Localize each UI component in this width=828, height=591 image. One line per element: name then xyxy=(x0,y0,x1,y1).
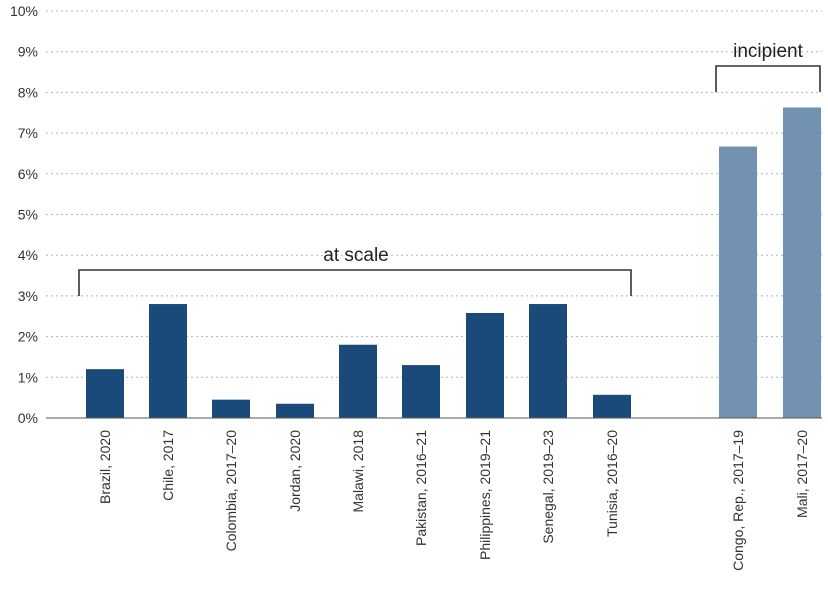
group-bracket xyxy=(78,269,632,296)
y-tick-label: 2% xyxy=(18,329,38,345)
y-tick-label: 6% xyxy=(18,166,38,182)
category-label: Mali, 2017–20 xyxy=(794,430,810,518)
category-label: Malawi, 2018 xyxy=(350,430,366,513)
bar xyxy=(719,146,757,418)
bar xyxy=(339,344,377,418)
y-tick-label: 1% xyxy=(18,369,38,385)
y-tick-label: 5% xyxy=(18,207,38,223)
group-label: incipient xyxy=(733,41,803,62)
category-label: Philippines, 2019–21 xyxy=(477,430,493,560)
y-axis-ticks: 0% 1% 2% 3% 4% 5% 6% 7% 8% 9% 10% xyxy=(10,3,38,426)
category-label: Jordan, 2020 xyxy=(287,430,303,512)
bar xyxy=(86,369,124,418)
bars xyxy=(86,107,821,419)
category-label: Senegal, 2019–23 xyxy=(540,430,556,544)
category-label: Chile, 2017 xyxy=(160,430,176,501)
y-tick-label: 3% xyxy=(18,288,38,304)
y-tick-label: 0% xyxy=(18,410,38,426)
category-labels: Brazil, 2020 Chile, 2017 Colombia, 2017–20… xyxy=(97,430,810,571)
category-label: Colombia, 2017–20 xyxy=(223,430,239,552)
category-label: Pakistan, 2016–21 xyxy=(413,430,429,546)
group-bracket xyxy=(715,65,821,92)
category-label: Congo, Rep., 2017–19 xyxy=(730,430,746,571)
bar xyxy=(212,399,250,418)
y-tick-label: 10% xyxy=(10,3,38,19)
y-tick-label: 9% xyxy=(18,44,38,60)
bar xyxy=(149,304,187,418)
category-label: Brazil, 2020 xyxy=(97,430,113,504)
group-label: at scale xyxy=(323,245,388,266)
bar xyxy=(593,394,631,418)
bar xyxy=(276,403,314,418)
bar xyxy=(466,312,504,418)
group-brackets: at scale incipient xyxy=(78,41,821,296)
y-tick-label: 7% xyxy=(18,125,38,141)
y-tick-label: 4% xyxy=(18,247,38,263)
gridlines xyxy=(46,10,822,378)
bar xyxy=(529,304,567,418)
y-tick-label: 8% xyxy=(18,84,38,100)
bar xyxy=(783,107,821,419)
bar xyxy=(402,365,440,418)
category-label: Tunisia, 2016–20 xyxy=(604,430,620,537)
